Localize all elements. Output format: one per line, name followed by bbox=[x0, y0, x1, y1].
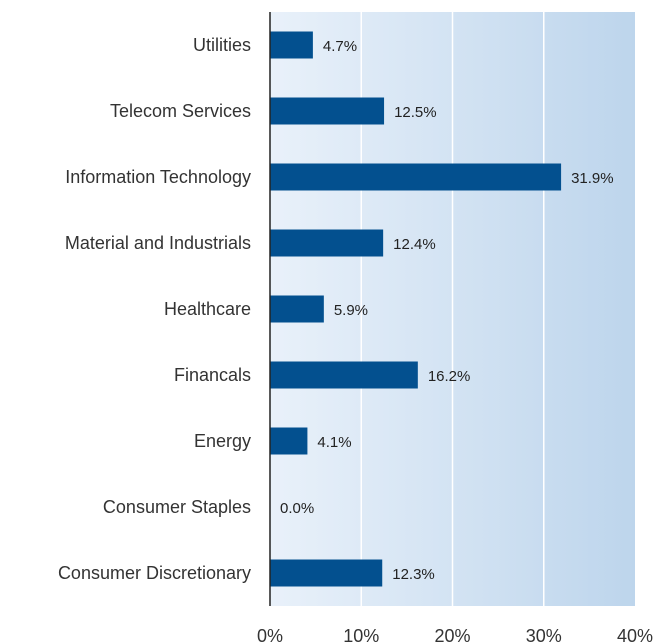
category-label: Energy bbox=[194, 431, 251, 451]
bars bbox=[270, 31, 562, 587]
x-tick-label: 0% bbox=[257, 626, 283, 644]
category-label: Consumer Discretionary bbox=[58, 563, 251, 583]
category-label: Financals bbox=[174, 365, 251, 385]
category-label: Information Technology bbox=[65, 167, 251, 187]
bar bbox=[270, 97, 385, 125]
value-label: 31.9% bbox=[571, 170, 614, 187]
value-labels: 4.7% 12.5% 31.9% 12.4% 5.9% 16.2% 4.1% 0.0% 12.3… bbox=[280, 38, 614, 583]
value-label: 4.1% bbox=[317, 434, 351, 451]
category-labels: Utilities Telecom Services Information Tec… bbox=[58, 35, 251, 583]
value-label: 12.5% bbox=[394, 104, 437, 121]
x-tick-label: 30% bbox=[526, 626, 562, 644]
bar bbox=[270, 229, 384, 257]
bar bbox=[270, 31, 313, 59]
value-label: 12.4% bbox=[393, 236, 436, 253]
bar bbox=[270, 163, 562, 191]
bar bbox=[270, 295, 324, 323]
value-label: 12.3% bbox=[392, 566, 435, 583]
value-label: 5.9% bbox=[334, 302, 368, 319]
x-tick-label: 40% bbox=[617, 626, 653, 644]
x-tick-label: 20% bbox=[434, 626, 470, 644]
category-label: Healthcare bbox=[164, 299, 251, 319]
category-label: Material and Industrials bbox=[65, 233, 251, 253]
bar bbox=[270, 361, 418, 389]
value-label: 16.2% bbox=[428, 368, 471, 385]
category-label: Telecom Services bbox=[110, 101, 251, 121]
x-tick-labels: 0% 10% 20% 30% 40% bbox=[257, 626, 653, 644]
x-tick-label: 10% bbox=[343, 626, 379, 644]
bar bbox=[270, 427, 308, 455]
category-label: Consumer Staples bbox=[103, 497, 251, 517]
bar bbox=[270, 559, 383, 587]
value-label: 0.0% bbox=[280, 500, 314, 517]
category-label: Utilities bbox=[193, 35, 251, 55]
value-label: 4.7% bbox=[323, 38, 357, 55]
